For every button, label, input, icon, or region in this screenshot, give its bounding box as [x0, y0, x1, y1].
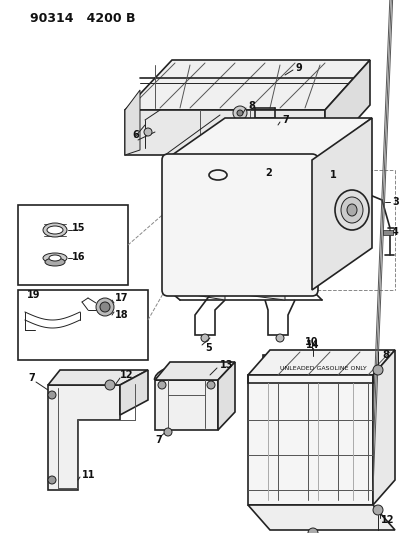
Text: 6: 6	[132, 130, 139, 140]
Ellipse shape	[43, 253, 67, 263]
Polygon shape	[125, 110, 325, 155]
Text: 14: 14	[306, 340, 320, 350]
Circle shape	[373, 505, 383, 515]
Text: 19: 19	[27, 290, 40, 300]
Polygon shape	[155, 362, 235, 380]
Circle shape	[100, 302, 110, 312]
Circle shape	[308, 528, 318, 533]
Text: 12: 12	[381, 515, 394, 525]
Text: 1: 1	[330, 170, 337, 180]
Polygon shape	[248, 375, 373, 505]
Ellipse shape	[335, 190, 369, 230]
Polygon shape	[48, 385, 120, 490]
Text: 17: 17	[115, 293, 128, 303]
Text: 12: 12	[120, 370, 134, 380]
Circle shape	[201, 334, 209, 342]
Polygon shape	[48, 370, 148, 385]
Circle shape	[96, 298, 114, 316]
Text: 9: 9	[295, 63, 302, 73]
Ellipse shape	[43, 223, 67, 237]
Circle shape	[164, 428, 172, 436]
Circle shape	[233, 106, 247, 120]
Text: 15: 15	[72, 223, 86, 233]
Circle shape	[276, 334, 284, 342]
Polygon shape	[245, 265, 285, 300]
Circle shape	[48, 476, 56, 484]
Circle shape	[373, 365, 383, 375]
Polygon shape	[155, 380, 218, 430]
Polygon shape	[248, 505, 395, 530]
Polygon shape	[195, 265, 225, 300]
Text: 8: 8	[248, 101, 255, 111]
Bar	[18, 205, 128, 285]
Text: 3: 3	[392, 197, 399, 207]
Polygon shape	[120, 370, 148, 415]
Circle shape	[48, 391, 56, 399]
Ellipse shape	[45, 258, 65, 266]
Circle shape	[105, 380, 115, 390]
Bar	[18, 290, 148, 360]
Polygon shape	[165, 118, 372, 160]
Polygon shape	[248, 350, 395, 375]
Ellipse shape	[49, 255, 61, 261]
FancyBboxPatch shape	[162, 154, 318, 296]
Text: UNLEADED GASOLINE ONLY: UNLEADED GASOLINE ONLY	[280, 366, 366, 370]
Circle shape	[207, 381, 215, 389]
Text: 16: 16	[72, 252, 86, 262]
Polygon shape	[325, 60, 370, 155]
Polygon shape	[125, 90, 140, 155]
Text: 90314   4200 B: 90314 4200 B	[30, 12, 136, 25]
Text: 7: 7	[28, 373, 35, 383]
Circle shape	[237, 110, 243, 116]
Text: 5: 5	[205, 343, 212, 353]
Text: 8: 8	[382, 350, 389, 360]
Text: 10: 10	[305, 337, 319, 347]
Ellipse shape	[347, 204, 357, 216]
Polygon shape	[168, 160, 312, 290]
Text: 13: 13	[220, 360, 234, 370]
Bar	[263, 355, 383, 381]
Text: 4: 4	[392, 227, 399, 237]
Text: 7: 7	[282, 115, 289, 125]
Bar	[266, 358, 380, 378]
Polygon shape	[125, 60, 370, 110]
Circle shape	[275, 123, 285, 133]
Circle shape	[158, 381, 166, 389]
Bar	[383, 230, 393, 235]
Text: 18: 18	[115, 310, 129, 320]
Polygon shape	[218, 362, 235, 430]
Polygon shape	[373, 350, 395, 505]
Text: 7: 7	[155, 435, 162, 445]
Polygon shape	[312, 118, 372, 290]
Circle shape	[144, 128, 152, 136]
Ellipse shape	[341, 197, 363, 223]
Ellipse shape	[47, 226, 63, 234]
Text: 11: 11	[82, 470, 96, 480]
Text: 2: 2	[265, 168, 272, 178]
